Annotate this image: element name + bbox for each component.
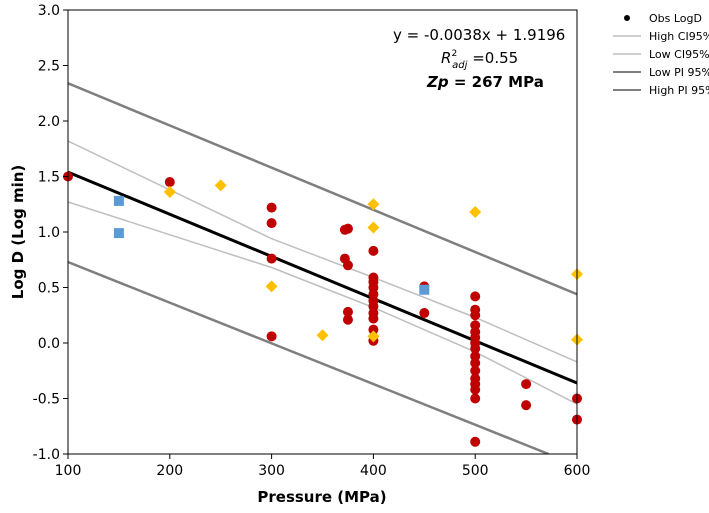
data-point-square <box>113 228 124 239</box>
data-point-circle <box>164 177 175 188</box>
data-point-circle <box>368 245 379 256</box>
r2-sup: 2 <box>451 49 457 59</box>
data-point-square <box>113 195 124 206</box>
data-point-circle <box>342 260 353 271</box>
y-tick-label: 2.0 <box>38 114 60 130</box>
data-point-circle <box>470 291 481 302</box>
r2-sub: adj <box>452 60 467 71</box>
x-tick-label: 600 <box>564 463 591 479</box>
x-tick-label: 400 <box>360 463 387 479</box>
legend-label-obs: Obs LogD <box>649 12 702 25</box>
x-tick-label: 300 <box>258 463 285 479</box>
plot-points <box>63 171 583 447</box>
y-tick-label: 3.0 <box>38 3 60 19</box>
x-axis-title: Pressure (MPa) <box>257 488 386 506</box>
zp-annotation: Zp = 267 MPa <box>426 73 544 91</box>
y-axis-title: Log D (Log min) <box>9 165 27 299</box>
zp-value: = 267 MPa <box>449 73 544 91</box>
data-point-circle <box>470 357 481 368</box>
legend-label-high_pi: High PI 95% <box>649 84 709 97</box>
data-point-circle <box>368 313 379 324</box>
data-point-circle <box>470 365 481 376</box>
x-tick-label: 100 <box>55 463 82 479</box>
data-point-circle <box>521 400 532 411</box>
legend-marker-obs <box>624 15 630 21</box>
y-tick-label: 2.5 <box>38 59 60 75</box>
legend-label-high_ci: High CI95% <box>649 30 709 43</box>
legend: Obs LogD High CI95% Low CI95% Low PI 95% Hig… <box>613 12 709 97</box>
data-point-circle <box>470 436 481 447</box>
data-point-diamond <box>367 198 380 211</box>
x-tick-label: 500 <box>462 463 489 479</box>
legend-label-low_ci: Low CI95% <box>649 48 709 61</box>
x-tick-label: 200 <box>156 463 183 479</box>
fit-line <box>68 170 577 385</box>
y-tick-label: 0.0 <box>38 336 60 352</box>
data-point-diamond <box>367 330 380 343</box>
zp-label: Zp <box>426 73 449 91</box>
data-point-square <box>419 284 430 295</box>
r2-annotation: R2 adj =0.55 <box>441 49 518 71</box>
annotation-box: y = -0.0038x + 1.9196 R2 adj =0.55 Zp = 2… <box>393 26 565 91</box>
data-point-circle <box>342 223 353 234</box>
data-point-circle <box>342 306 353 317</box>
data-point-circle <box>470 393 481 404</box>
data-point-circle <box>266 331 277 342</box>
data-point-diamond <box>469 206 482 219</box>
data-point-circle <box>266 218 277 229</box>
data-point-diamond <box>163 186 176 199</box>
data-point-circle <box>521 379 532 390</box>
data-point-diamond <box>214 179 227 192</box>
legend-label-low_pi: Low PI 95% <box>649 66 709 79</box>
r2-symbol: R <box>441 49 451 67</box>
low-pi-line <box>68 260 549 454</box>
data-point-circle <box>470 343 481 354</box>
data-point-diamond <box>265 280 278 293</box>
y-tick-label: -1.0 <box>33 447 60 463</box>
r2-value: =0.55 <box>467 49 518 67</box>
y-tick-label: 0.5 <box>38 281 60 297</box>
data-point-circle <box>266 202 277 213</box>
data-point-circle <box>342 314 353 325</box>
data-point-circle <box>368 324 379 335</box>
y-tick-label: -0.5 <box>33 392 60 408</box>
y-tick-label: 1.5 <box>38 170 60 186</box>
data-point-circle <box>470 310 481 321</box>
data-point-circle <box>470 384 481 395</box>
y-tick-label: 1.0 <box>38 225 60 241</box>
data-point-circle <box>266 253 277 264</box>
regression-equation: y = -0.0038x + 1.9196 <box>393 26 565 44</box>
high-pi-line <box>68 82 577 296</box>
data-point-diamond <box>316 329 329 342</box>
data-point-circle <box>419 308 430 319</box>
axis-ticks: 100 200 300 400 500 600 -1.0 -0.5 0.0 0.5 1.0 1.5 2.… <box>33 3 591 479</box>
data-point-diamond <box>367 221 380 234</box>
